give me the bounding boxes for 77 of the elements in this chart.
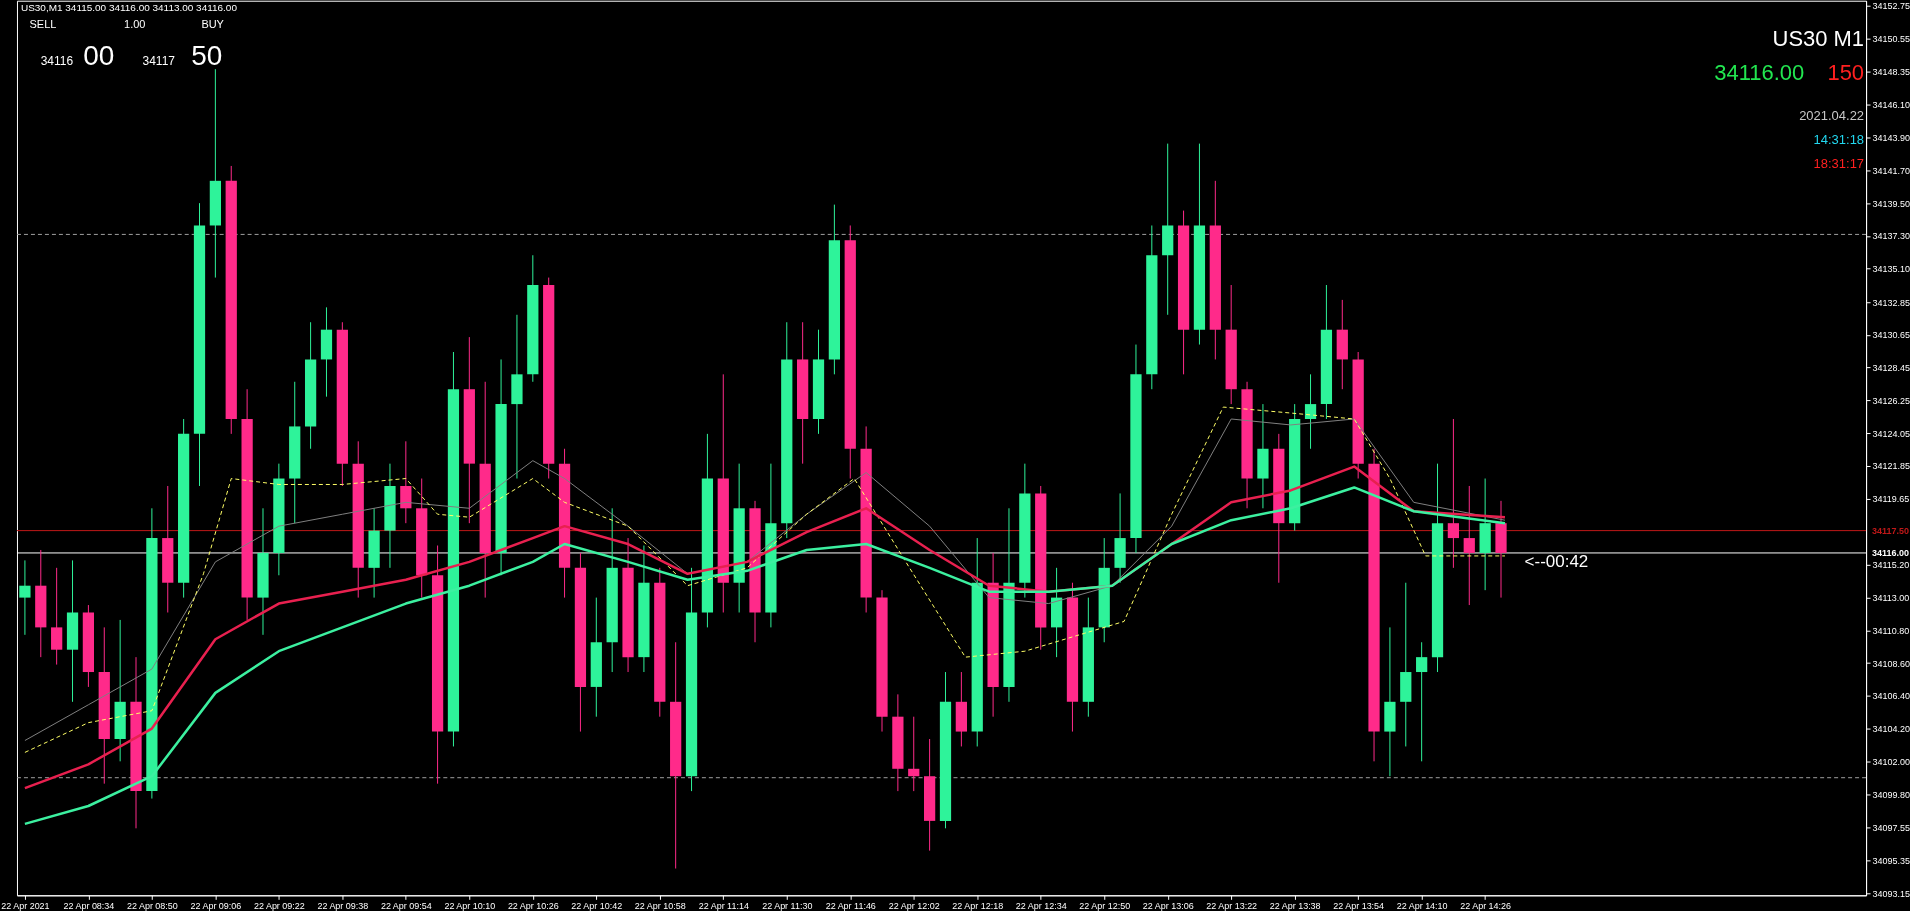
- x-tick-label: 22 Apr 08:34: [63, 900, 115, 911]
- x-tick-label: 22 Apr 08:50: [126, 900, 178, 911]
- annotation: 18:31:17: [1813, 156, 1865, 172]
- x-tick-label: 22 Apr 11:30: [762, 900, 813, 911]
- y-tick-label: 34150.55: [1872, 34, 1910, 45]
- y-tick-label: 34152.75: [1872, 1, 1910, 12]
- line-series: [23, 486, 1507, 826]
- y-tick-label: 34124.05: [1872, 428, 1910, 439]
- x-tick-label: 22 Apr 14:10: [1396, 900, 1448, 911]
- x-tick-label: 22 Apr 09:54: [380, 900, 432, 911]
- annotation: 1.00: [124, 17, 146, 30]
- ref-line-label: 34116.00: [1872, 547, 1909, 558]
- candlestick: [51, 567, 63, 666]
- x-tick-label: 22 Apr 12:34: [1015, 900, 1067, 911]
- annotation: 150: [1827, 59, 1865, 85]
- y-tick-label: 34093.15: [1872, 888, 1910, 899]
- x-tick-label: 22 Apr 12:18: [952, 900, 1004, 911]
- annotation: 14:31:18: [1813, 132, 1865, 148]
- x-tick-label: 22 Apr 2021: [1, 900, 50, 911]
- y-tick-label: 34146.10: [1872, 100, 1910, 111]
- annotation: <--00:42: [1524, 551, 1589, 571]
- x-tick-label: 22 Apr 12:02: [888, 900, 940, 911]
- annotation: BUY: [201, 17, 225, 30]
- annotation: 2021.04.22: [1799, 107, 1865, 123]
- y-tick-label: 34110.80: [1872, 625, 1910, 636]
- annotation: US30 M1: [1772, 25, 1865, 51]
- candlestick: [1416, 641, 1428, 762]
- x-tick-label: 22 Apr 14:26: [1460, 900, 1512, 911]
- ref-line-label: 34117.50: [1872, 525, 1909, 536]
- x-tick-label: 22 Apr 13:54: [1333, 900, 1385, 911]
- annotation: 34116: [40, 53, 74, 68]
- y-tick-label: 34126.25: [1872, 395, 1910, 406]
- candlestick: [1447, 418, 1460, 569]
- y-tick-label: 34137.30: [1872, 231, 1910, 242]
- annotation: 34117: [142, 53, 176, 68]
- x-tick-label: 22 Apr 11:14: [698, 900, 749, 911]
- x-tick-label: 22 Apr 13:06: [1142, 900, 1194, 911]
- x-tick-label: 22 Apr 10:58: [634, 900, 686, 911]
- x-tick-label: 22 Apr 09:38: [317, 900, 369, 911]
- x-tick-label: 22 Apr 10:42: [571, 900, 623, 911]
- y-tick-label: 34135.10: [1872, 264, 1910, 275]
- y-tick-label: 34108.60: [1872, 658, 1910, 669]
- candlestick: [19, 559, 31, 636]
- chart-title: US30,M1 34115.00 34116.00 34113.00 34116.00: [20, 1, 238, 13]
- y-tick-label: 34115.20: [1872, 560, 1910, 571]
- y-tick-label: 34099.80: [1872, 789, 1910, 800]
- y-tick-label: 34148.35: [1872, 66, 1910, 77]
- y-tick-label: 34119.65: [1872, 494, 1910, 505]
- candlestick: [908, 716, 920, 792]
- annotation: 50: [191, 39, 223, 71]
- y-tick-label: 34113.00: [1872, 593, 1910, 604]
- x-tick-label: 22 Apr 12:50: [1079, 900, 1131, 911]
- annotation: SELL: [29, 17, 57, 30]
- annotation: 34116.00: [1714, 59, 1805, 85]
- x-tick-label: 22 Apr 09:22: [253, 900, 305, 911]
- x-tick-label: 22 Apr 09:06: [190, 900, 242, 911]
- annotation: 00: [83, 39, 115, 71]
- candlestick: [1304, 373, 1317, 450]
- y-tick-label: 34095.35: [1872, 855, 1910, 866]
- x-tick-label: 22 Apr 10:10: [444, 900, 496, 911]
- y-tick-label: 34128.45: [1872, 363, 1910, 374]
- candlestick: [1463, 485, 1475, 606]
- y-tick-label: 34139.50: [1872, 198, 1910, 209]
- y-tick-label: 34121.85: [1872, 461, 1910, 472]
- y-tick-label: 34143.90: [1872, 133, 1910, 144]
- y-tick-label: 34102.00: [1872, 756, 1910, 767]
- x-tick-label: 22 Apr 10:26: [507, 900, 559, 911]
- candlestick: [400, 440, 412, 524]
- y-tick-label: 34104.20: [1872, 724, 1910, 735]
- y-tick-label: 34106.40: [1872, 691, 1910, 702]
- y-tick-label: 34130.65: [1872, 330, 1910, 341]
- y-tick-label: 34141.70: [1872, 165, 1910, 176]
- x-tick-label: 22 Apr 13:22: [1206, 900, 1258, 911]
- x-tick-label: 22 Apr 13:38: [1269, 900, 1321, 911]
- y-tick-label: 34132.85: [1872, 297, 1910, 308]
- x-tick-label: 22 Apr 11:46: [825, 900, 876, 911]
- y-tick-label: 34097.55: [1872, 823, 1910, 834]
